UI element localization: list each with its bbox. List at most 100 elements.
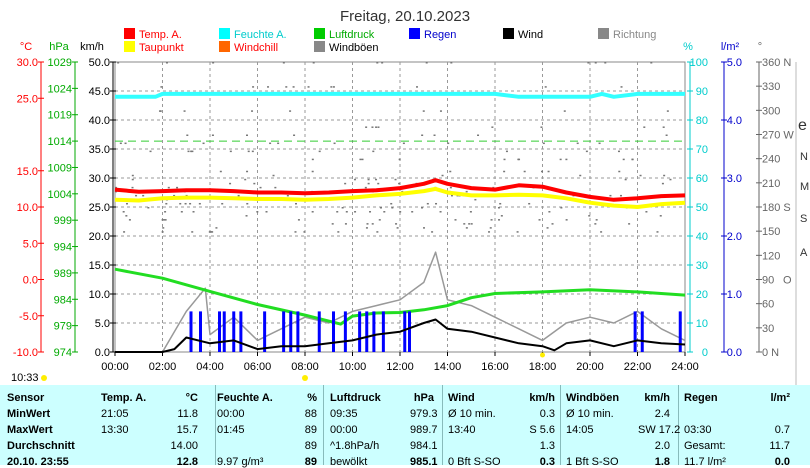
tick-wind_kmh: 0.0	[95, 347, 110, 359]
table-cell: Ø 10 min.	[448, 408, 496, 420]
side-fragment: e	[798, 117, 807, 134]
rain-bar	[343, 311, 347, 352]
tick-pressure_hpa: 1024	[48, 83, 72, 95]
tick-rain_lm2: 5.0	[727, 57, 742, 69]
table-cell: S 5.6	[529, 424, 555, 436]
tick-humidity_pct: 70	[696, 144, 708, 156]
x-tick-label: 24:00	[671, 361, 699, 373]
x-axis: 00:00 02:00 04:00 06:00 08:00 10:00 12:00 14:00…	[101, 352, 699, 381]
legend-label-3: Regen	[424, 29, 456, 41]
tick-temp_c: -5.0	[19, 311, 38, 323]
table-cell: 03:30	[684, 424, 712, 436]
tick-direction: 60	[762, 299, 774, 311]
tick-wind_kmh: 20.0	[89, 231, 110, 243]
tick-humidity_pct: 50	[696, 202, 708, 214]
tick-wind_kmh: 5.0	[95, 318, 110, 330]
tick-humidity_pct: 100	[690, 57, 708, 69]
axis-header-pressure_hpa: hPa	[49, 41, 69, 53]
rain-bar	[296, 311, 300, 352]
table-cell: 9.97 g/m³	[217, 456, 264, 468]
series-taupunkt	[114, 186, 686, 209]
rain-bar	[239, 311, 243, 352]
table-cell: 0.7	[774, 424, 790, 436]
table-header: km/h	[644, 392, 670, 404]
table-cell: 11.7	[769, 440, 790, 452]
table-cell: 01:45	[217, 424, 245, 436]
table-header: Temp. A.	[101, 392, 147, 404]
tick-pressure_hpa: 1004	[48, 189, 72, 201]
tick-pressure_hpa: 1029	[48, 57, 72, 69]
tick-wind_kmh: 25.0	[89, 202, 110, 214]
tick-wind_kmh: 15.0	[89, 260, 110, 272]
table-cell: 989.7	[410, 424, 438, 436]
legend-swatch-2	[314, 28, 325, 39]
axis-header-humidity_pct: %	[683, 41, 693, 53]
table-header: °C	[185, 392, 198, 404]
legend-swatch-1	[219, 28, 230, 39]
tick-direction: 240	[762, 154, 780, 166]
table-header: l/m²	[770, 392, 790, 404]
table-row-label: MinWert	[7, 408, 51, 420]
tick-pressure_hpa: 974	[54, 347, 72, 359]
tick-humidity_pct: 0	[702, 347, 708, 359]
table-cell: 2.0	[654, 440, 670, 452]
tick-humidity_pct: 60	[696, 173, 708, 185]
tick-direction: 210	[762, 178, 780, 190]
tick-temp_c: 30.0	[17, 57, 38, 69]
rain-bar	[332, 311, 335, 352]
series-luftdruck	[114, 267, 686, 326]
table-header: Wind	[448, 392, 475, 404]
table-row-label: 20.10. 23:55	[7, 456, 69, 468]
x-tick-label: 00:00	[101, 361, 129, 373]
tick-direction: 330	[762, 81, 780, 93]
tick-direction: 120	[762, 250, 780, 262]
rain-bar	[289, 311, 293, 352]
table-cell: 21:05	[101, 408, 129, 420]
rain-bar	[222, 311, 226, 352]
table-cell: 00:00	[217, 408, 245, 420]
table-cell: 89	[304, 424, 317, 436]
time-marker-label: 10:33	[11, 372, 39, 384]
side-fragment: N	[800, 151, 808, 163]
x-tick-label: 12:00	[386, 361, 414, 373]
right-edge-fragments: e N M S A	[795, 62, 809, 385]
axis-header-wind_kmh: km/h	[80, 41, 104, 53]
legend-label-1: Feuchte A.	[234, 29, 287, 41]
tick-direction-extra: O	[783, 275, 792, 287]
tick-pressure_hpa: 994	[54, 242, 72, 254]
rain-bar	[640, 311, 644, 352]
rain-bar	[199, 311, 202, 352]
rain-bar	[365, 311, 369, 352]
x-tick-label: 06:00	[244, 361, 272, 373]
table-cell: SW 17.2	[638, 424, 681, 436]
tick-wind_kmh: 10.0	[89, 289, 110, 301]
x-tick-label: 02:00	[149, 361, 177, 373]
tick-pressure_hpa: 989	[54, 268, 72, 280]
legend-label-7: Windchill	[234, 42, 278, 54]
table-cell: bewölkt	[330, 456, 368, 468]
tick-rain_lm2: 0.0	[727, 347, 742, 359]
table-divider	[678, 385, 679, 465]
table-cell: 14.00	[170, 440, 198, 452]
x-tick-label: 10:00	[339, 361, 367, 373]
table-cell: 89	[304, 456, 317, 468]
rain-bar	[372, 311, 376, 352]
tick-pressure_hpa: 979	[54, 321, 72, 333]
tick-humidity_pct: 30	[696, 260, 708, 272]
tick-direction: 180 S	[762, 202, 791, 214]
table-cell: 1.3	[539, 440, 555, 452]
tick-pressure_hpa: 984	[54, 294, 72, 306]
series-temp-a-	[114, 178, 686, 202]
x-tick-label: 08:00	[291, 361, 319, 373]
legend-swatch-3	[409, 28, 420, 39]
rain-bar	[403, 311, 407, 352]
axis-headers: °C hPa km/h% l/m² °	[20, 41, 762, 53]
chart-title: Freitag, 20.10.2023	[340, 8, 470, 25]
tick-temp_c: -10.0	[13, 347, 38, 359]
rain-bar	[263, 311, 267, 352]
tick-humidity_pct: 20	[696, 289, 708, 301]
table-cell: 0.3	[539, 456, 555, 468]
x-tick-label: 22:00	[624, 361, 652, 373]
tick-rain_lm2: 2.0	[727, 231, 742, 243]
table-header: Feuchte A.	[217, 392, 273, 404]
